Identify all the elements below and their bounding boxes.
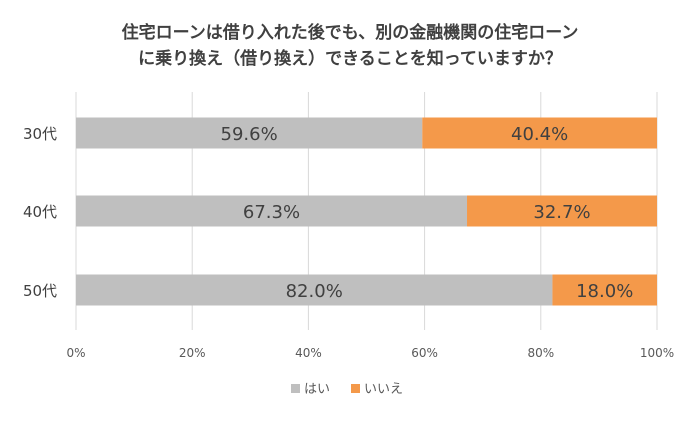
x-tick-label: 20% (179, 346, 206, 360)
data-label: 59.6% (221, 124, 278, 145)
legend-swatch-0 (291, 384, 300, 393)
x-tick-label: 100% (640, 346, 674, 360)
bar-no-1 (467, 195, 657, 227)
x-tick-label: 80% (527, 346, 554, 360)
chart-title-line-2: に乗り換え（借り換え）できることを知っていますか？ (138, 48, 562, 69)
category-labels: 30代 40代 50代 (23, 125, 57, 300)
legend: はい いいえ (291, 382, 403, 397)
bar-no-0 (422, 117, 657, 149)
data-label: 32.7% (533, 202, 590, 223)
data-label: 67.3% (243, 202, 300, 223)
x-tick-label: 60% (411, 346, 438, 360)
category-label: 40代 (23, 203, 57, 221)
category-label: 30代 (23, 125, 57, 143)
bar-yes-1 (76, 195, 468, 227)
legend-label: いいえ (364, 382, 403, 397)
data-label: 82.0% (286, 281, 343, 302)
x-tick-label: 40% (295, 346, 322, 360)
bars: 59.6% 40.4% 67.3% 32.7% 82.0% 18.0% (76, 117, 657, 306)
category-label: 50代 (23, 282, 57, 300)
data-label: 40.4% (511, 124, 568, 145)
legend-label: はい (304, 382, 330, 397)
bar-yes-0 (76, 117, 423, 149)
chart-title: 住宅ローンは借り入れた後でも、別の金融機関の住宅ローン に乗り換え（借り換え）で… (122, 22, 579, 69)
x-tick-label: 0% (66, 346, 85, 360)
legend-swatch-1 (351, 384, 360, 393)
bar-yes-2 (76, 274, 553, 306)
chart-title-line-1: 住宅ローンは借り入れた後でも、別の金融機関の住宅ローン (122, 22, 579, 43)
x-axis-tick-labels: 0% 20% 40% 60% 80% 100% (66, 346, 674, 360)
data-label: 18.0% (576, 281, 633, 302)
bar-no-2 (552, 274, 657, 306)
